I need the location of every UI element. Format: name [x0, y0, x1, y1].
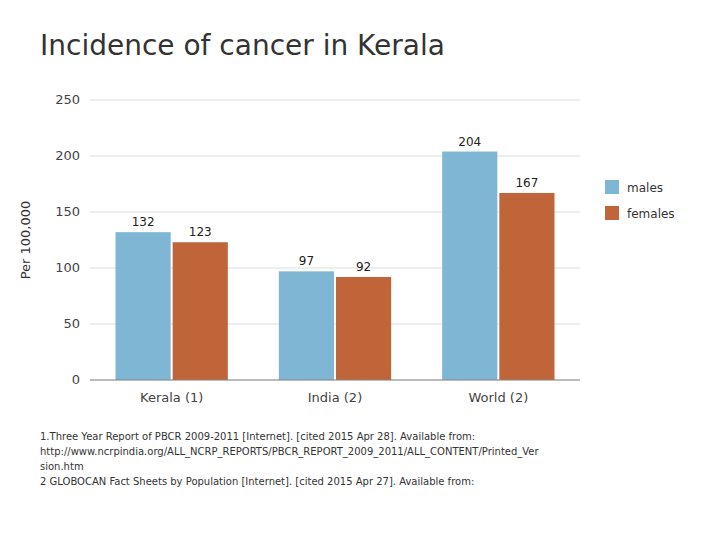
y-tick-label: 100	[55, 260, 80, 275]
bars	[116, 152, 555, 380]
x-tick-label: World (2)	[468, 390, 528, 405]
footnote: 1.Three Year Report of PBCR 2009-2011 [I…	[40, 431, 540, 487]
chart-container: Incidence of cancer in Kerala 0 50 100 150 20…	[0, 0, 720, 540]
legend-swatch	[605, 180, 619, 194]
data-labels: 132 97 204 123 92 167	[132, 135, 539, 274]
x-axis-line	[90, 380, 580, 381]
footnote-line: 1.Three Year Report of PBCR 2009-2011 [I…	[40, 431, 475, 442]
y-tick-label: 250	[55, 92, 80, 107]
bar	[336, 277, 391, 380]
legend: males females	[605, 180, 675, 221]
bar	[173, 242, 228, 380]
legend-label: males	[627, 181, 663, 195]
data-label: 97	[299, 254, 314, 268]
y-tick-label: 200	[55, 148, 80, 163]
y-tick-label: 0	[72, 372, 80, 387]
bar	[279, 271, 334, 380]
legend-swatch	[605, 206, 619, 220]
data-label: 204	[458, 135, 481, 149]
data-label: 92	[356, 260, 371, 274]
data-label: 167	[515, 176, 538, 190]
bar	[442, 152, 497, 380]
y-tick-label: 50	[63, 316, 80, 331]
y-axis-label: Per 100,000	[18, 201, 33, 280]
chart-svg: Incidence of cancer in Kerala 0 50 100 150 20…	[0, 0, 720, 540]
grid-line	[90, 380, 580, 381]
x-tick-label: Kerala (1)	[140, 390, 203, 405]
data-label: 123	[189, 225, 212, 239]
footnote-line: 2 GLOBOCAN Fact Sheets by Population [In…	[40, 476, 474, 487]
bar	[499, 193, 554, 380]
grid-line	[90, 156, 580, 157]
x-tick-label: India (2)	[308, 390, 362, 405]
title: Incidence of cancer in Kerala	[40, 29, 445, 62]
grid	[90, 100, 580, 380]
data-label: 132	[132, 215, 155, 229]
y-tick-label: 150	[55, 204, 80, 219]
grid-line	[90, 100, 580, 101]
bar	[116, 232, 171, 380]
footnote-line: sion.htm	[40, 461, 84, 472]
legend-label: females	[627, 207, 675, 221]
footnote-line: http://www.ncrpindia.org/ALL_NCRP_REPORT…	[40, 446, 540, 458]
